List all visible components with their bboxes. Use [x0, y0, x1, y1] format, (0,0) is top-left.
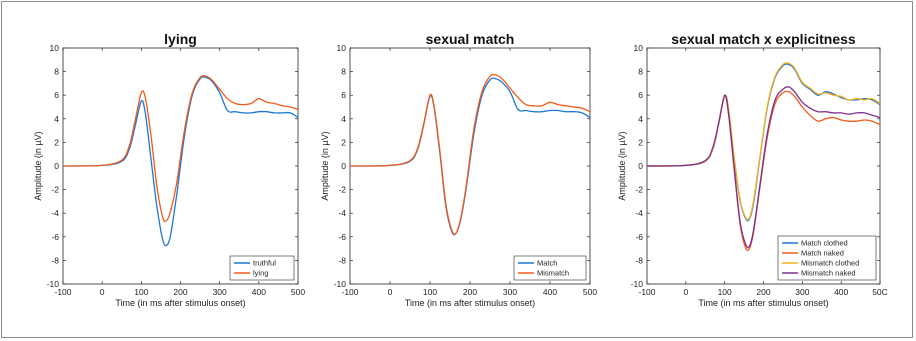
y-tick-label: 8: [341, 67, 346, 77]
y-tick-label: 6: [341, 90, 346, 100]
y-tick-label: 8: [638, 67, 643, 77]
y-tick-label: -4: [338, 208, 346, 218]
y-tick-label: 10: [337, 43, 347, 53]
chart-title: sexual match x explicitness: [671, 31, 856, 47]
y-tick-label: 4: [638, 114, 643, 124]
y-tick-label: 2: [341, 137, 346, 147]
x-tick-label: 100: [134, 287, 148, 297]
y-tick-label: -4: [51, 208, 59, 218]
legend-entry: Mismatch: [537, 269, 569, 278]
y-tick-label: 2: [54, 137, 59, 147]
series-line-1: [62, 76, 299, 247]
legend-entry: Mismatch clothed: [801, 259, 859, 268]
legend-box: [229, 255, 295, 281]
x-tick-label: 100: [423, 287, 437, 297]
series-line-2: [349, 73, 591, 236]
y-axis-label: Amplitude (in µV): [33, 131, 43, 200]
x-tick-label: 200: [173, 287, 187, 297]
chart-panel-2: sexual match-100 0 100 200 300 400 500-10-8-6-…: [320, 31, 597, 308]
x-tick-label: -100: [638, 287, 655, 297]
y-tick-label: -10: [334, 279, 347, 289]
legend-entry: Match: [537, 259, 557, 268]
x-tick-label: 500: [291, 287, 305, 297]
y-tick-label: 6: [638, 90, 643, 100]
y-tick-label: 6: [54, 90, 59, 100]
y-axis-label: Amplitude (in µV): [617, 131, 627, 200]
chart-title: sexual match: [426, 31, 515, 47]
y-tick-label: 8: [54, 67, 59, 77]
y-tick-label: -8: [635, 255, 643, 265]
x-tick-label: 0: [388, 287, 393, 297]
x-tick-label: 300: [795, 287, 809, 297]
y-tick-label: -2: [338, 185, 346, 195]
y-tick-label: 2: [638, 137, 643, 147]
x-tick-label: -100: [54, 287, 71, 297]
y-tick-label: 0: [54, 161, 59, 171]
y-tick-label: -4: [635, 208, 643, 218]
y-tick-label: 10: [50, 43, 60, 53]
x-tick-label: 50C: [872, 287, 888, 297]
x-tick-label: 400: [834, 287, 848, 297]
legend-entry: Match naked: [801, 249, 844, 258]
series-line-2: [62, 75, 299, 223]
x-tick-label: 300: [213, 287, 227, 297]
x-tick-label: 200: [756, 287, 770, 297]
y-tick-label: 4: [54, 114, 59, 124]
x-axis-label: Time (in ms after stimulus onset): [115, 298, 245, 308]
legend-entry: Match clothed: [801, 239, 848, 248]
x-tick-label: 400: [252, 287, 266, 297]
y-tick-label: -8: [338, 255, 346, 265]
legend-entry: Mismatch naked: [801, 269, 856, 278]
y-tick-label: -6: [338, 232, 346, 242]
x-tick-label: -100: [341, 287, 358, 297]
y-tick-label: 0: [638, 161, 643, 171]
x-axis-label: Time (in ms after stimulus onset): [698, 298, 828, 308]
y-tick-label: 4: [341, 114, 346, 124]
legend-entry: truthful: [253, 259, 276, 268]
x-tick-label: 0: [100, 287, 105, 297]
x-axis-label: Time (in ms after stimulus onset): [405, 298, 535, 308]
y-tick-label: -8: [51, 255, 59, 265]
x-tick-label: 200: [463, 287, 477, 297]
y-tick-label: -10: [47, 279, 60, 289]
y-axis-label: Amplitude (in µV): [320, 131, 330, 200]
y-tick-label: 10: [634, 43, 644, 53]
y-tick-label: -10: [631, 279, 644, 289]
x-tick-label: 0: [683, 287, 688, 297]
y-tick-label: -2: [635, 185, 643, 195]
chart-title: lying: [164, 31, 197, 47]
y-tick-label: -2: [51, 185, 59, 195]
chart-panel-3: sexual match x explicitness-100 0 100 200 30…: [617, 31, 888, 308]
x-tick-label: 300: [503, 287, 517, 297]
legend-entry: lying: [253, 269, 268, 278]
x-tick-label: 400: [543, 287, 557, 297]
legend-box: [513, 255, 587, 281]
series-line-4: [646, 86, 881, 249]
chart-panel-1: lying -100 0 100 200 300 400 500 -10 -8 -6 -4 -2 0 2 4 6…: [33, 31, 305, 308]
y-tick-label: -6: [51, 232, 59, 242]
y-tick-label: 0: [341, 161, 346, 171]
y-tick-label: -6: [635, 232, 643, 242]
x-tick-label: 100: [718, 287, 732, 297]
x-tick-label: 500: [583, 287, 597, 297]
